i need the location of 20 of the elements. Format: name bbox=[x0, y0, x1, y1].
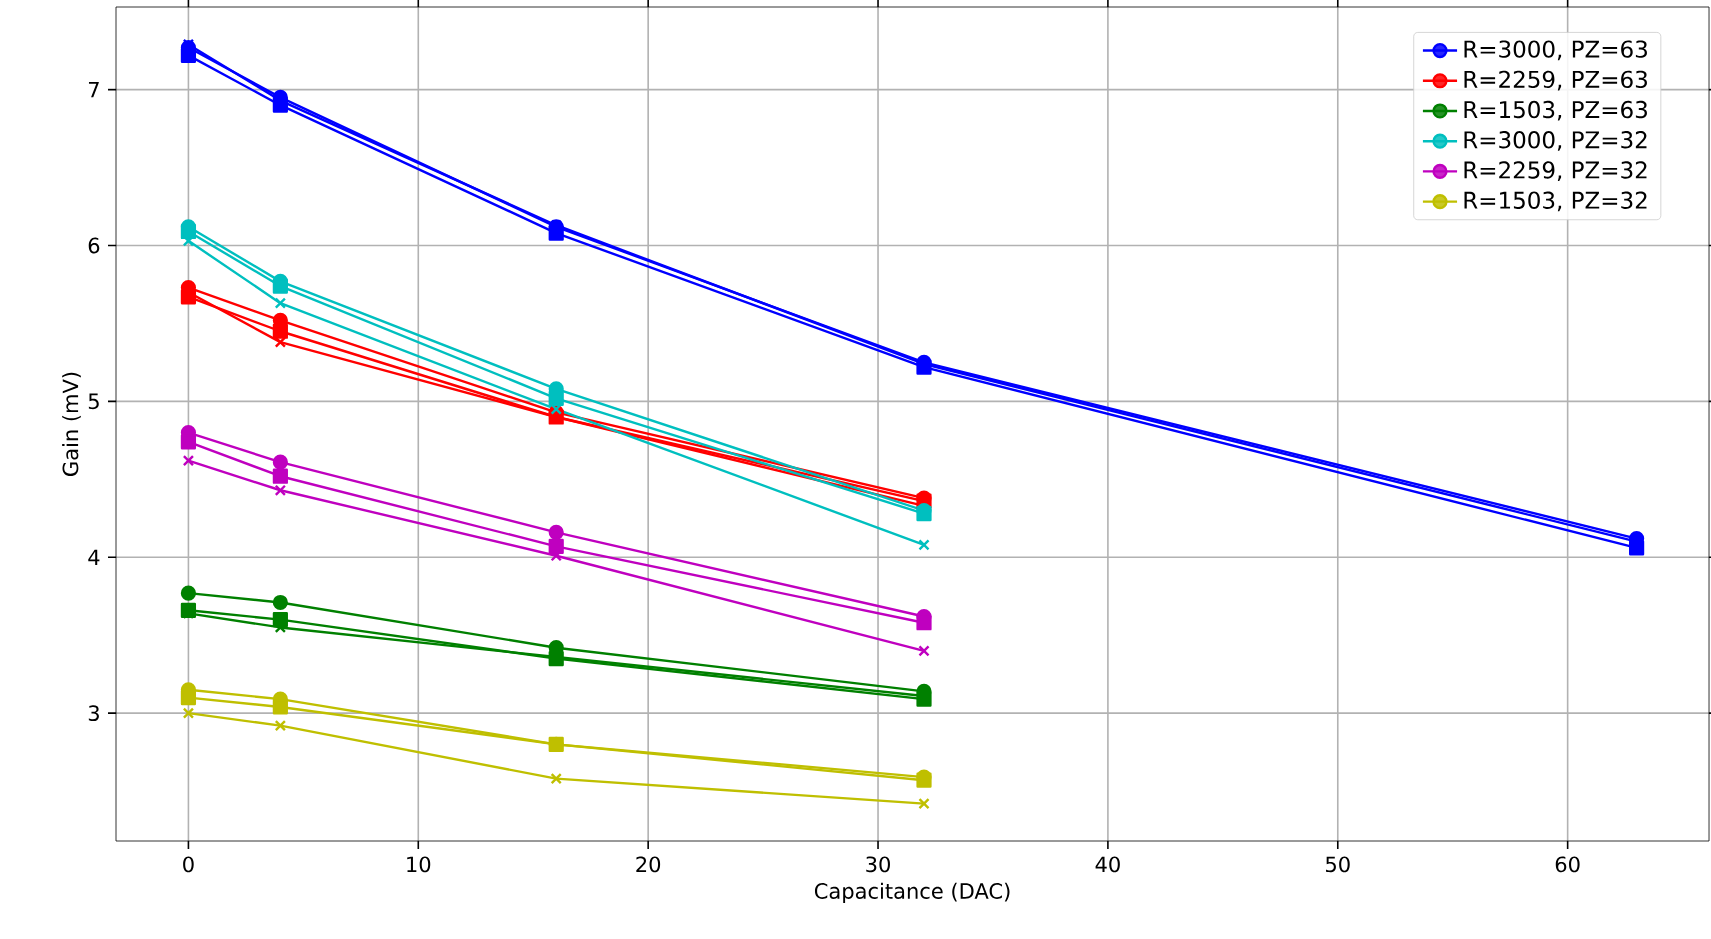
legend-label: R=2259, PZ=32 bbox=[1464, 161, 1647, 182]
y-tick-label: 7 bbox=[88, 81, 99, 98]
legend-label: R=1503, PZ=63 bbox=[1464, 100, 1647, 121]
y-tick-label: 4 bbox=[88, 549, 100, 565]
legend-label: R=3000, PZ=63 bbox=[1464, 40, 1647, 61]
legend-label: R=2259, PZ=63 bbox=[1464, 70, 1647, 91]
y-tick-label: 5 bbox=[88, 393, 99, 410]
x-axis-title: Capacitance (DAC) bbox=[814, 882, 1010, 903]
x-tick-label: 20 bbox=[636, 856, 661, 873]
x-tick-label: 30 bbox=[866, 856, 890, 873]
y-tick-label: 3 bbox=[88, 705, 99, 722]
x-tick-label: 50 bbox=[1326, 856, 1350, 873]
x-tick-label: 40 bbox=[1095, 856, 1120, 873]
y-tick-label: 6 bbox=[88, 237, 100, 254]
legend-label: R=3000, PZ=32 bbox=[1464, 131, 1647, 151]
x-tick-label: 10 bbox=[407, 856, 431, 873]
legend-label: R=1503, PZ=32 bbox=[1464, 191, 1647, 212]
x-tick-label: 60 bbox=[1555, 856, 1580, 873]
x-tick-label: 0 bbox=[183, 856, 194, 873]
y-axis-title: Gain (mV) bbox=[62, 372, 81, 476]
